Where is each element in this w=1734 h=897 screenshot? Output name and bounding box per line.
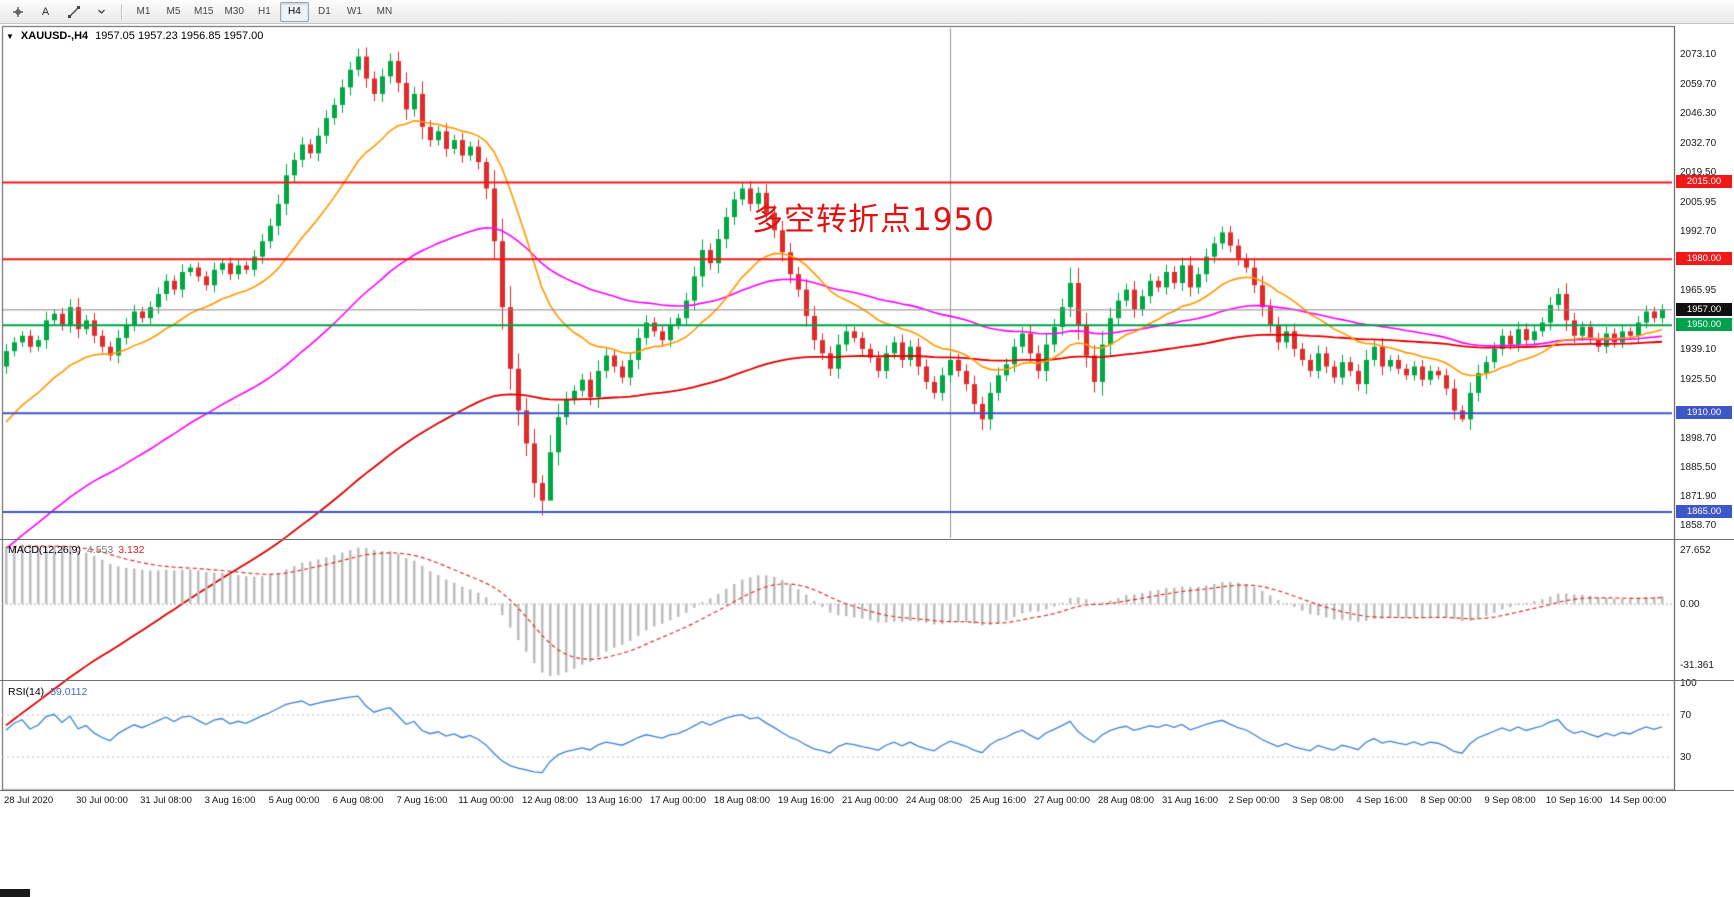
macd-main-value: 4.553 [86,544,114,556]
timeframe-button-m15[interactable]: M15 [194,6,214,17]
timeframe-button-m5[interactable]: M5 [166,6,181,17]
pane-separator[interactable] [0,680,1734,681]
crosshair-tool-button[interactable] [4,1,31,22]
rsi-label-row: RSI(14) 59.0112 [8,686,87,698]
macd-label-row: MACD(12,26,9) 4.553 3.132 [8,544,145,556]
trendline-tool-button[interactable] [60,1,87,22]
pane-separator[interactable] [0,539,1734,540]
macd-signal-value: 3.132 [118,544,145,556]
toolbar-separator [121,3,123,20]
chart-annotation-text[interactable]: 多空转折点1950 [752,202,995,238]
toolbar: A M1 M5 M15 M30 H1 H4 D1 W1 MN [0,0,1734,24]
chart-title-row: ▼ XAUUSD-,H4 1957.05 1957.23 1956.85 195… [6,30,263,42]
timeframe-button-h4[interactable]: H4 [279,1,309,22]
timeframe-button-d1[interactable]: D1 [318,6,331,17]
timeframe-button-h1[interactable]: H1 [258,6,271,17]
drawing-tools-group: A [4,1,115,22]
shapes-dropdown-icon[interactable] [88,1,115,22]
timeframe-button-mn[interactable]: MN [376,6,393,17]
timeframe-button-m1[interactable]: M1 [136,6,151,17]
timeframe-button-w1[interactable]: W1 [346,6,362,17]
chevron-down-icon[interactable]: ▼ [6,31,14,41]
text-tool-button[interactable]: A [41,5,50,18]
pane-separator[interactable] [0,790,1734,791]
symbol-label: XAUUSD-,H4 [20,30,89,42]
horizontal-scrollbar[interactable] [0,889,30,897]
timeframe-group: M1 M5 M15 M30 H1 H4 D1 W1 MN [129,1,399,22]
price-axis-border [1674,26,1675,790]
rsi-indicator-label: RSI(14) [8,686,45,698]
timeframe-button-m30[interactable]: M30 [224,6,244,17]
rsi-value: 59.0112 [50,686,88,698]
macd-indicator-label: MACD(12,26,9) [8,544,81,556]
ohlc-values: 1957.05 1957.23 1956.85 1957.00 [95,30,264,42]
